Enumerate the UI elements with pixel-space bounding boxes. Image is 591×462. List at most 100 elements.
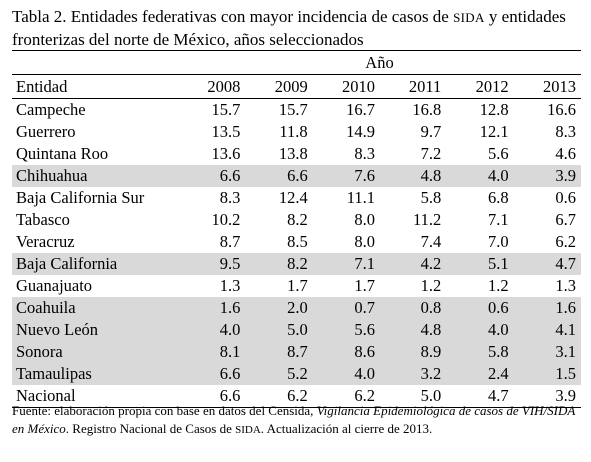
- value-cell: 4.0: [446, 319, 514, 341]
- value-cell: 2.4: [446, 363, 514, 385]
- value-cell: 11.2: [413, 210, 442, 229]
- table-row: Coahuila 1.6 2.0 0.7 0.8 0.6 1.6: [12, 297, 581, 319]
- table-row: Baja California Sur 8.3 12.4 11.1 5.8 6.8 0.6: [12, 187, 581, 209]
- value-cell: 5.2: [245, 363, 313, 385]
- value-cell: 6.2: [312, 385, 381, 408]
- value-cell: 8.3: [354, 144, 376, 163]
- entity-cell: Guanajuato: [16, 276, 93, 295]
- value-cell: 8.3: [555, 122, 576, 141]
- value-cell: 8.7: [219, 232, 241, 251]
- value-cell: 6.6: [178, 165, 246, 187]
- source-title-italic: Vigilancia Epidemiológica de casos de VI…: [12, 403, 576, 436]
- year-group-header-row: Año: [12, 51, 581, 75]
- value-cell: 8.6: [312, 341, 381, 363]
- value-cell: 13.5: [211, 122, 241, 141]
- value-cell: 16.8: [412, 100, 442, 119]
- title-text-part2: y entidades fronterizas del norte de Méx…: [12, 7, 566, 49]
- entity-cell: Nacional: [12, 385, 178, 408]
- column-header-row: Entidad 2008 2009 2010 2011 2012 2013: [12, 74, 581, 99]
- value-cell: 1.6: [513, 297, 581, 319]
- value-cell: 11.1: [346, 188, 376, 207]
- value-cell: 16.6: [547, 100, 576, 119]
- value-cell: 4.6: [555, 144, 576, 163]
- value-cell: 3.1: [513, 341, 581, 363]
- table-row: Sonora 8.1 8.7 8.6 8.9 5.8 3.1: [12, 341, 581, 363]
- value-cell: 7.0: [488, 232, 509, 251]
- value-cell: 0.7: [312, 297, 381, 319]
- value-cell: 1.6: [178, 297, 246, 319]
- year-column-header: 2011: [380, 74, 447, 99]
- value-cell: 8.3: [219, 188, 241, 207]
- value-cell: 5.8: [420, 188, 442, 207]
- value-cell: 4.8: [380, 165, 447, 187]
- value-cell: 10.2: [211, 210, 241, 229]
- value-cell: 4.0: [178, 319, 246, 341]
- entity-cell: Sonora: [12, 341, 178, 363]
- source-text-3: . Actualización al cierre de 2013.: [260, 421, 433, 436]
- incidence-table: Año Entidad 2008 2009 2010 2011 2012 201…: [12, 51, 581, 408]
- value-cell: 7.2: [420, 144, 442, 163]
- value-cell: 4.7: [513, 253, 581, 275]
- source-text-1: Fuente: elaboración propia con base en d…: [12, 403, 317, 418]
- value-cell: 6.2: [245, 385, 313, 408]
- value-cell: 4.8: [380, 319, 447, 341]
- entity-cell: Chihuahua: [12, 165, 178, 187]
- value-cell: 2.0: [245, 297, 313, 319]
- value-cell: 4.0: [312, 363, 381, 385]
- table-row: Nuevo León 4.0 5.0 5.6 4.8 4.0 4.1: [12, 319, 581, 341]
- value-cell: 13.8: [278, 144, 308, 163]
- entity-cell: Baja California Sur: [16, 188, 145, 207]
- source-sida-acronym: SIDA: [235, 424, 261, 436]
- entity-cell: Guerrero: [16, 122, 76, 141]
- year-column-header: 2012: [446, 74, 514, 99]
- table-row: Baja California 9.5 8.2 7.1 4.2 5.1 4.7: [12, 253, 581, 275]
- value-cell: 0.8: [380, 297, 447, 319]
- value-cell: 5.0: [380, 385, 447, 408]
- entity-cell: Quintana Roo: [16, 144, 109, 163]
- source-note: Fuente: elaboración propia con base en d…: [12, 402, 587, 439]
- entity-cell: Tabasco: [16, 210, 70, 229]
- value-cell: 4.7: [446, 385, 514, 408]
- year-column-header: 2009: [245, 74, 313, 99]
- value-cell: 3.9: [513, 385, 581, 408]
- title-text-part1: Tabla 2. Entidades federativas con mayor…: [12, 7, 454, 26]
- table-row: Veracruz 8.7 8.5 8.0 7.4 7.0 6.2: [12, 231, 581, 253]
- value-cell: 7.4: [420, 232, 442, 251]
- table-row: Campeche 15.7 15.7 16.7 16.8 12.8 16.6: [12, 99, 581, 122]
- value-cell: 1.7: [354, 276, 376, 295]
- value-cell: 8.2: [245, 253, 313, 275]
- value-cell: 8.0: [354, 232, 376, 251]
- value-cell: 8.9: [380, 341, 447, 363]
- entity-cell: Campeche: [16, 100, 86, 119]
- value-cell: 1.2: [488, 276, 509, 295]
- value-cell: 8.0: [354, 210, 376, 229]
- entity-cell: Baja California: [12, 253, 178, 275]
- table-row: Guerrero 13.5 11.8 14.9 9.7 12.1 8.3: [12, 121, 581, 143]
- value-cell: 1.3: [555, 276, 576, 295]
- value-cell: 16.7: [346, 100, 376, 119]
- table-row: Quintana Roo 13.6 13.8 8.3 7.2 5.6 4.6: [12, 143, 581, 165]
- value-cell: 7.6: [312, 165, 381, 187]
- value-cell: 8.7: [245, 341, 313, 363]
- value-cell: 9.5: [178, 253, 246, 275]
- value-cell: 3.2: [380, 363, 447, 385]
- table-row: Chihuahua 6.6 6.6 7.6 4.8 4.0 3.9: [12, 165, 581, 187]
- year-group-label: Año: [178, 51, 581, 75]
- value-cell: 6.2: [555, 232, 576, 251]
- value-cell: 13.6: [211, 144, 241, 163]
- value-cell: 15.7: [211, 100, 241, 119]
- value-cell: 12.8: [479, 100, 509, 119]
- value-cell: 14.9: [346, 122, 376, 141]
- header-spacer: [12, 51, 178, 75]
- value-cell: 5.0: [245, 319, 313, 341]
- table-title: Tabla 2. Entidades federativas con mayor…: [12, 6, 587, 51]
- value-cell: 4.0: [446, 165, 514, 187]
- year-column-header: 2013: [513, 74, 581, 99]
- value-cell: 7.1: [488, 210, 509, 229]
- value-cell: 12.1: [479, 122, 509, 141]
- value-cell: 12.4: [278, 188, 308, 207]
- value-cell: 5.1: [446, 253, 514, 275]
- year-column-header: 2010: [312, 74, 381, 99]
- value-cell: 1.5: [513, 363, 581, 385]
